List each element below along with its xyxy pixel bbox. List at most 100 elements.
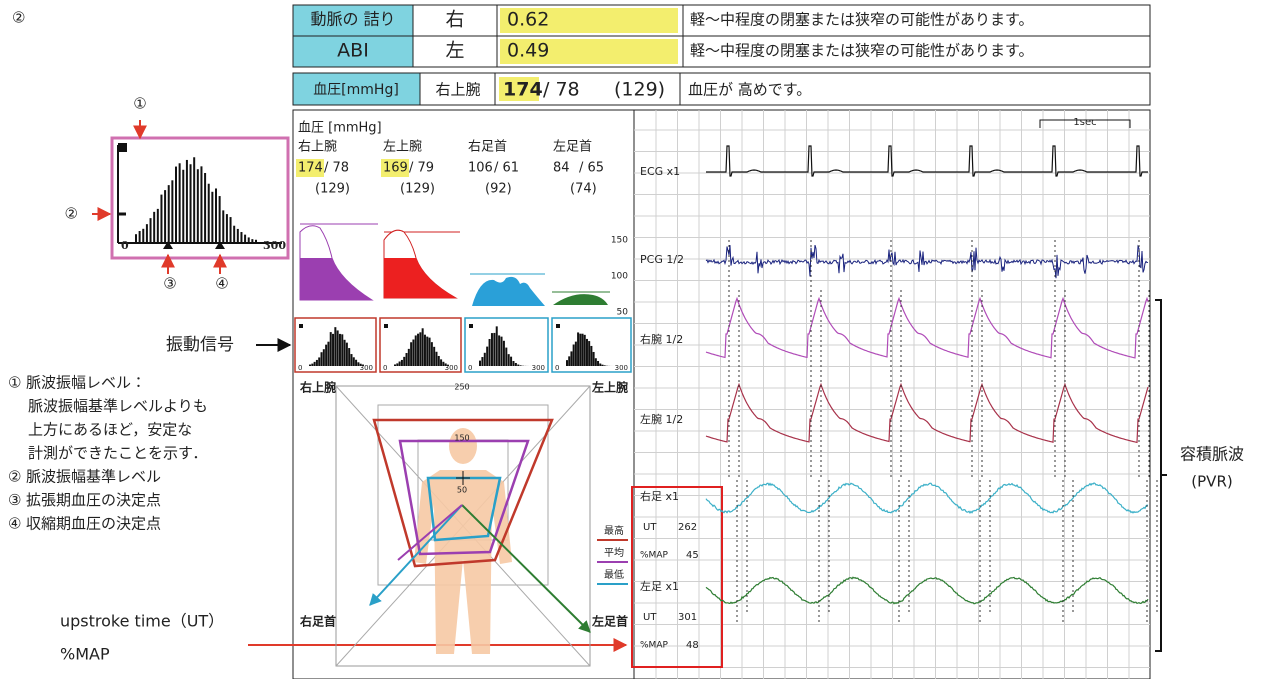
bp-value: (129)	[614, 79, 665, 101]
osc-axis: 0	[383, 364, 387, 372]
radar-corner: 右上腕	[299, 380, 336, 395]
ring-label: 250	[454, 383, 469, 392]
osc-bar	[200, 166, 202, 243]
osc-bar	[314, 362, 316, 366]
osc-bar	[593, 352, 595, 366]
osc-bar	[321, 352, 323, 366]
inset-axis: 0	[121, 239, 129, 252]
osc-bar	[584, 335, 586, 366]
osc-bar	[517, 365, 519, 366]
osc-bar	[153, 212, 155, 243]
osc-bar	[160, 195, 162, 243]
legend-label: 最高	[604, 524, 624, 537]
site-name: 右上腕	[298, 140, 337, 155]
abi-comment: 軽～中程度の閉塞または狭窄の可能性があります。	[690, 42, 1034, 60]
ring-label: 50	[457, 486, 467, 495]
osc-bar	[341, 334, 343, 366]
osc-bar	[135, 234, 137, 243]
osc-bar	[588, 341, 590, 366]
site-sys: 169	[383, 161, 408, 176]
level-marker	[299, 324, 303, 328]
marker: ③	[163, 275, 176, 293]
osc-bar	[330, 332, 332, 366]
osc-bar	[586, 339, 588, 366]
osc-bar	[251, 239, 253, 243]
site-mean: (74)	[570, 182, 597, 197]
osc-bar	[503, 341, 505, 366]
osc-bar	[573, 344, 575, 366]
osc-bar	[248, 237, 250, 243]
item-text: 脈波振幅基準レベル	[26, 468, 161, 486]
bp-comment: 血圧が 高めです。	[688, 81, 811, 99]
map-label: %MAP	[640, 551, 668, 561]
osc-bar	[150, 218, 152, 243]
osc-bar	[505, 348, 507, 366]
osc-bar	[582, 334, 584, 366]
abi-cell: 動脈の 詰り	[310, 10, 395, 29]
osc-bar	[604, 365, 606, 366]
osc-bar	[325, 345, 327, 366]
legend-label: 最低	[604, 569, 624, 581]
osc-bar	[599, 364, 601, 366]
osc-bar	[311, 364, 313, 366]
osc-bar	[424, 335, 426, 366]
osc-bar	[570, 351, 572, 366]
site-mean: (92)	[485, 182, 512, 197]
osc-bar	[486, 347, 488, 366]
scale-label: 150	[611, 236, 628, 246]
osc-bar	[481, 357, 483, 366]
osc-bar	[175, 167, 177, 243]
osc-bar	[401, 360, 403, 366]
osc-bar	[579, 334, 581, 366]
site-dia: / 65	[579, 161, 604, 176]
scale-label: 100	[611, 272, 628, 282]
figure: ②動脈の 詰り右0.62軽～中程度の閉塞または狭窄の可能性があります。ABI左0…	[0, 0, 1282, 679]
osc-bar	[426, 337, 428, 366]
osc-bar	[415, 335, 417, 366]
osc-bar	[157, 209, 159, 243]
ut-value: 301	[678, 612, 697, 623]
osc-axis: 300	[615, 364, 628, 372]
osc-bar	[211, 192, 213, 243]
item-text: 上方にあるほど，安定な	[28, 421, 192, 439]
osc-bar	[348, 348, 350, 366]
osc-bar	[438, 356, 440, 366]
osc-bar	[197, 169, 199, 243]
bp-shape	[553, 294, 608, 305]
ut-annotation: %MAP	[60, 645, 110, 664]
radar-corner: 左足首	[591, 614, 628, 629]
scale-label: 50	[617, 308, 629, 318]
osc-bar	[327, 342, 329, 366]
osc-bar	[489, 339, 491, 366]
osc-bar	[164, 190, 166, 243]
site-dia: / 79	[409, 161, 434, 176]
pvr-label: 容積脈波	[1180, 445, 1244, 464]
pvr-label: (PVR)	[1191, 473, 1232, 491]
legend-label: 平均	[604, 546, 624, 559]
bp-shape	[384, 258, 456, 298]
osc-bar	[346, 343, 348, 366]
abi-value: 0.62	[507, 9, 549, 31]
osc-bar	[577, 332, 579, 366]
site-mean: (129)	[400, 182, 435, 197]
osc-bar	[422, 328, 424, 366]
osc-axis: 0	[298, 364, 302, 372]
osc-bar	[512, 361, 514, 366]
osc-bar	[501, 337, 503, 366]
site-name: 右足首	[468, 140, 507, 155]
osc-bar	[493, 333, 495, 366]
item-text: 拡張期血圧の決定点	[26, 491, 161, 509]
osc-bar	[479, 361, 481, 366]
osc-bar	[339, 334, 341, 366]
osc-bar	[193, 157, 195, 243]
item-text: 脈波振幅レベル：	[26, 374, 146, 392]
figure-label: ②	[12, 9, 25, 27]
osc-bar	[595, 358, 597, 366]
osc-bar	[323, 349, 325, 366]
osc-bar	[601, 365, 603, 366]
osc-bar	[491, 333, 493, 366]
bracket	[1155, 300, 1167, 651]
abi-value: 0.49	[507, 40, 549, 62]
osc-bar	[353, 357, 355, 366]
osc-bar	[237, 229, 239, 243]
